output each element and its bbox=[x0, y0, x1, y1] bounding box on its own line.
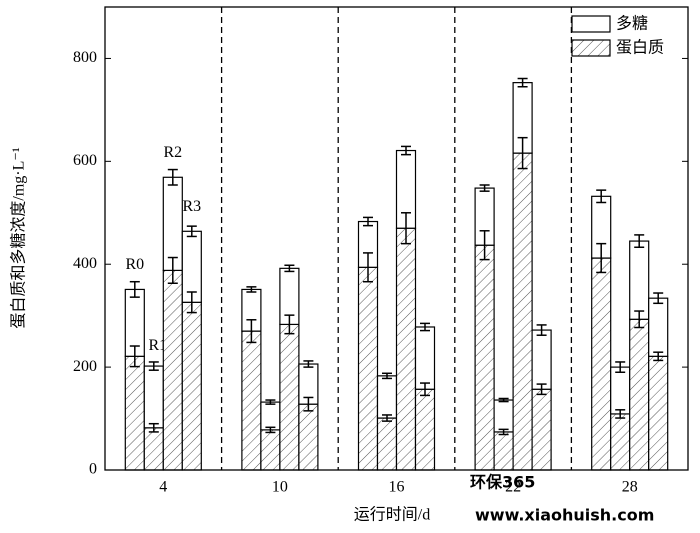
legend-label: 多糖 bbox=[616, 15, 648, 33]
error-bar bbox=[479, 184, 490, 192]
bar-segment bbox=[395, 227, 417, 471]
error-bar bbox=[186, 225, 197, 238]
y-axis-label: 蛋白质和多糖浓度/mg·L⁻¹ bbox=[10, 147, 28, 328]
bar-segment bbox=[143, 427, 164, 471]
error-bar bbox=[284, 314, 295, 335]
error-bar bbox=[536, 324, 547, 336]
y-tick-label: 200 bbox=[73, 358, 97, 375]
error-bar bbox=[498, 397, 509, 403]
x-tick-label: 22 bbox=[505, 479, 521, 496]
error-bar bbox=[148, 422, 159, 433]
bar-segment bbox=[414, 388, 436, 471]
error-bar bbox=[284, 264, 295, 273]
y-tick-label: 800 bbox=[73, 49, 97, 66]
error-bar bbox=[363, 252, 373, 283]
bar-segment bbox=[143, 365, 164, 429]
error-bar bbox=[246, 286, 257, 293]
y-tick-label: 0 bbox=[89, 461, 97, 478]
bar-annotation: R1 bbox=[148, 337, 167, 354]
bar-segment bbox=[181, 301, 202, 471]
bar-segment bbox=[260, 401, 281, 431]
bar-segment bbox=[512, 152, 533, 471]
bar-annotation: R2 bbox=[163, 144, 182, 161]
bar-segment bbox=[493, 399, 514, 433]
legend-swatch bbox=[571, 39, 611, 57]
x-tick-label: 16 bbox=[389, 479, 405, 496]
error-bar bbox=[382, 372, 392, 380]
bar-segment bbox=[357, 266, 379, 471]
y-tick-label: 600 bbox=[73, 152, 97, 169]
bar-segment bbox=[531, 329, 552, 390]
error-bar bbox=[303, 360, 314, 368]
error-bar bbox=[303, 396, 314, 412]
error-bar bbox=[596, 242, 607, 274]
bar-segment bbox=[241, 330, 262, 471]
bar-segment bbox=[376, 417, 398, 471]
error-bar bbox=[186, 291, 197, 314]
error-bar bbox=[265, 426, 276, 434]
bar-segment bbox=[531, 388, 552, 471]
bar-segment bbox=[162, 269, 183, 471]
x-tick-label: 4 bbox=[159, 479, 167, 496]
x-axis-label: 运行时间/d bbox=[354, 506, 430, 524]
error-bar bbox=[479, 230, 490, 261]
bar-segment bbox=[610, 366, 631, 415]
watermark-url: www.xiaohuish.com bbox=[475, 506, 654, 525]
error-bar bbox=[536, 383, 547, 396]
bar-segment bbox=[376, 375, 398, 419]
error-bar bbox=[596, 189, 607, 204]
error-bar bbox=[401, 212, 411, 245]
bar-segment bbox=[648, 355, 669, 471]
error-bar bbox=[148, 361, 159, 371]
bar-annotation: R3 bbox=[182, 198, 201, 215]
bar-segment bbox=[629, 240, 650, 320]
bar-segment bbox=[298, 403, 319, 471]
error-bar bbox=[129, 280, 140, 298]
error-bar bbox=[498, 428, 509, 436]
error-bar bbox=[615, 409, 626, 419]
bar-segment bbox=[610, 413, 631, 471]
plot-frame bbox=[104, 6, 689, 471]
error-bar bbox=[167, 256, 178, 285]
error-bar bbox=[517, 77, 528, 88]
error-bar bbox=[634, 310, 645, 329]
bar-segment bbox=[474, 244, 495, 471]
x-tick-label: 10 bbox=[272, 479, 288, 496]
error-bar bbox=[363, 216, 373, 227]
watermark-logo: 环保365 bbox=[470, 473, 535, 492]
error-bar bbox=[634, 234, 645, 248]
error-bar bbox=[420, 322, 430, 332]
bar-segment bbox=[493, 431, 514, 471]
bar-annotation: R0 bbox=[125, 256, 144, 273]
bar-segment bbox=[629, 318, 650, 471]
legend-label: 蛋白质 bbox=[616, 39, 664, 57]
error-bar bbox=[246, 319, 257, 344]
legend-swatch bbox=[571, 15, 611, 33]
error-bar bbox=[517, 136, 528, 170]
x-tick-label: 28 bbox=[622, 479, 638, 496]
error-bar bbox=[167, 168, 178, 186]
bar-segment bbox=[648, 297, 669, 357]
bar-segment bbox=[414, 326, 436, 390]
error-bar bbox=[265, 399, 276, 405]
error-bar bbox=[653, 292, 664, 305]
error-bar bbox=[401, 145, 411, 156]
y-tick-label: 400 bbox=[73, 255, 97, 272]
error-bar bbox=[129, 345, 140, 368]
error-bar bbox=[382, 414, 392, 422]
bar-segment bbox=[279, 323, 300, 471]
error-bar bbox=[615, 361, 626, 374]
bar-segment bbox=[162, 176, 183, 271]
error-bar bbox=[420, 382, 430, 397]
bar-segment bbox=[591, 257, 612, 471]
bar-segment bbox=[124, 355, 145, 471]
error-bar bbox=[653, 351, 664, 362]
bar-segment bbox=[260, 429, 281, 471]
